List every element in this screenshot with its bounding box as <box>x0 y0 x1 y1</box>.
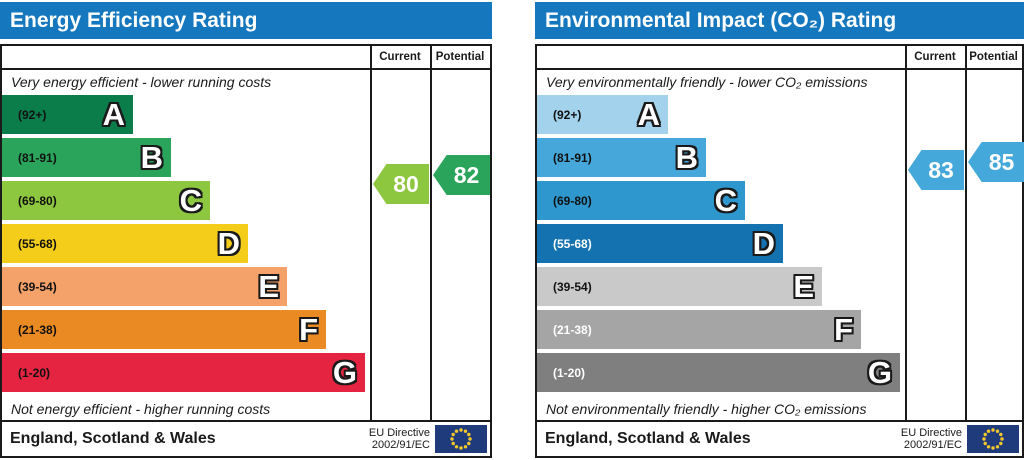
column-header-row: Current Potential <box>537 46 1022 70</box>
band-range-label: (81-91) <box>553 150 592 165</box>
column-header-potential: Potential <box>969 51 1018 63</box>
band-letter: E <box>793 269 814 304</box>
chart-title: Environmental Impact (CO₂) Rating <box>535 2 1024 39</box>
band-letter: D <box>752 226 775 261</box>
band-bar-f: (21-38) F <box>2 310 326 349</box>
band-bar-c: (69-80) C <box>2 181 210 220</box>
band-range-label: (1-20) <box>553 365 586 380</box>
band-bar-g: (1-20) G <box>2 353 365 392</box>
band-range-label: (69-80) <box>18 193 57 208</box>
chart-title: Energy Efficiency Rating <box>0 2 492 39</box>
band-row-a: (92+) A <box>2 95 370 138</box>
rating-bands: (92+) A (81-91) B (69-80) C (55-68) <box>2 95 370 396</box>
band-range-label: (69-80) <box>553 193 592 208</box>
band-row-b: (81-91) B <box>2 138 370 181</box>
band-row-f: (21-38) F <box>537 310 905 353</box>
band-bar-b: (81-91) B <box>2 138 171 177</box>
band-row-g: (1-20) G <box>2 353 370 396</box>
band-letter: C <box>179 183 202 218</box>
chart-footer: England, Scotland & Wales EU Directive 2… <box>2 420 490 456</box>
band-range-label: (21-38) <box>18 322 57 337</box>
current-rating-arrow: 80 <box>373 164 429 204</box>
band-row-g: (1-20) G <box>537 353 905 396</box>
rating-table: Current Potential Very environmentally f… <box>535 44 1024 458</box>
environmental-impact-chart: Environmental Impact (CO₂) Rating Curren… <box>535 0 1024 460</box>
band-letter: C <box>714 183 737 218</box>
band-letter: A <box>102 97 125 132</box>
rating-table: Current Potential Very energy efficient … <box>0 44 492 458</box>
potential-rating-arrow: 85 <box>968 142 1024 182</box>
footer-region-label: England, Scotland & Wales <box>545 430 751 447</box>
band-bar-e: (39-54) E <box>2 267 287 306</box>
band-letter: B <box>675 140 698 175</box>
footer-region-label: England, Scotland & Wales <box>10 430 216 447</box>
band-row-f: (21-38) F <box>2 310 370 353</box>
band-letter: D <box>217 226 240 261</box>
band-range-label: (55-68) <box>18 236 57 251</box>
band-letter: F <box>299 312 318 347</box>
energy-efficiency-chart: Energy Efficiency Rating Current Potenti… <box>0 0 492 460</box>
potential-rating-arrow: 82 <box>433 155 490 195</box>
band-bar-d: (55-68) D <box>537 224 783 263</box>
band-range-label: (39-54) <box>18 279 57 294</box>
band-letter: E <box>258 269 279 304</box>
band-bar-f: (21-38) F <box>537 310 861 349</box>
eu-flag-icon <box>435 425 487 453</box>
band-letter: B <box>140 140 163 175</box>
band-bar-a: (92+) A <box>537 95 668 134</box>
column-header-potential: Potential <box>435 51 485 63</box>
eu-directive-label: EU Directive 2002/91/EC <box>369 427 430 451</box>
band-range-label: (92+) <box>553 107 582 122</box>
column-divider <box>965 46 967 420</box>
band-range-label: (81-91) <box>18 150 57 165</box>
chart-footer: England, Scotland & Wales EU Directive 2… <box>537 420 1022 456</box>
eu-directive-label: EU Directive 2002/91/EC <box>901 427 962 451</box>
column-header-current: Current <box>379 51 421 63</box>
band-bar-d: (55-68) D <box>2 224 248 263</box>
band-row-d: (55-68) D <box>2 224 370 267</box>
rating-bands: (92+) A (81-91) B (69-80) C (55-68) <box>537 95 905 396</box>
band-row-e: (39-54) E <box>537 267 905 310</box>
band-range-label: (39-54) <box>553 279 592 294</box>
band-row-c: (69-80) C <box>2 181 370 224</box>
eu-directive-line: EU Directive <box>900 427 962 439</box>
band-bar-g: (1-20) G <box>537 353 900 392</box>
band-bar-a: (92+) A <box>2 95 133 134</box>
band-letter: G <box>867 355 892 390</box>
band-range-label: (55-68) <box>553 236 592 251</box>
band-row-a: (92+) A <box>537 95 905 138</box>
band-bar-c: (69-80) C <box>537 181 745 220</box>
band-range-label: (21-38) <box>553 322 592 337</box>
band-bar-b: (81-91) B <box>537 138 706 177</box>
band-range-label: (92+) <box>18 107 47 122</box>
band-letter: A <box>637 97 660 132</box>
column-divider <box>370 46 372 420</box>
bottom-note: Not energy efficient - higher running co… <box>11 401 271 417</box>
band-letter: F <box>834 312 853 347</box>
bottom-note: Not environmentally friendly - higher CO… <box>546 401 867 417</box>
eu-directive-line: 2002/91/EC <box>903 439 962 451</box>
column-header-row: Current Potential <box>2 46 490 70</box>
eu-directive-line: 2002/91/EC <box>371 439 430 451</box>
top-note: Very energy efficient - lower running co… <box>11 74 272 90</box>
column-divider <box>430 46 432 420</box>
eu-directive-line: EU Directive <box>368 427 430 439</box>
column-header-current: Current <box>914 51 956 63</box>
current-rating-arrow: 83 <box>908 150 964 190</box>
band-row-e: (39-54) E <box>2 267 370 310</box>
band-row-c: (69-80) C <box>537 181 905 224</box>
column-divider <box>905 46 907 420</box>
band-row-b: (81-91) B <box>537 138 905 181</box>
band-range-label: (1-20) <box>18 365 51 380</box>
eu-flag-icon <box>967 425 1019 453</box>
band-letter: G <box>332 355 357 390</box>
band-row-d: (55-68) D <box>537 224 905 267</box>
top-note: Very environmentally friendly - lower CO… <box>546 74 868 90</box>
band-bar-e: (39-54) E <box>537 267 822 306</box>
